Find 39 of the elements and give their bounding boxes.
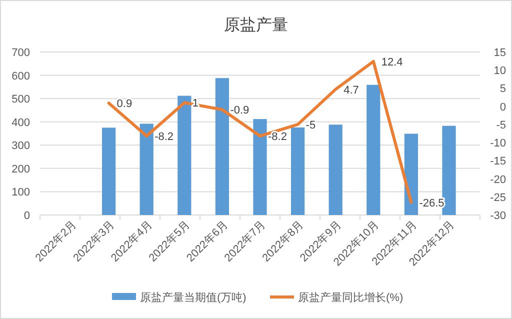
data-label: -0.9 [230,104,250,117]
bar [328,124,342,215]
y2-tick-label: 5 [500,83,506,96]
y-tick-label: 700 [12,47,30,59]
y-tick-label: 300 [12,140,30,152]
y2-tick-label: -25 [490,192,506,204]
legend-label: 原盐产量当期值(万吨) [140,291,246,304]
line-series [107,60,413,204]
bar [215,78,230,215]
bar [442,126,456,215]
y-tick-label: 200 [12,163,30,176]
legend-label: 原盐产量同比增长(%) [298,291,404,304]
y2-tick-label: 10 [494,65,506,78]
data-label: -8.2 [268,131,287,144]
bar [366,84,380,215]
y2-tick-label: 0 [500,101,506,114]
y-tick-label: 100 [12,186,30,199]
y2-tick-label: -30 [490,210,506,222]
data-label: -5 [306,119,316,132]
data-label: -8.2 [154,131,174,144]
data-label: 4.7 [344,84,359,96]
bar [102,128,116,215]
y2-tick-label: 15 [494,47,506,59]
y-tick-label: 400 [12,116,30,129]
bar [290,127,305,215]
bar [404,134,418,215]
bar [140,124,154,215]
y-tick-label: 600 [12,70,30,82]
y2-tick-label: -15 [490,156,506,168]
y2-tick-label: -5 [496,119,506,132]
chart-title: 原盐产量 [224,16,288,34]
data-label: 0.9 [116,98,132,110]
y2-tick-label: -10 [490,138,506,150]
y2-tick-label: -20 [490,174,506,186]
bar [253,119,267,215]
bar [178,96,192,215]
data-label: 12.4 [381,56,403,68]
y-tick-label: 0 [24,210,30,222]
y-tick-label: 500 [12,94,30,106]
